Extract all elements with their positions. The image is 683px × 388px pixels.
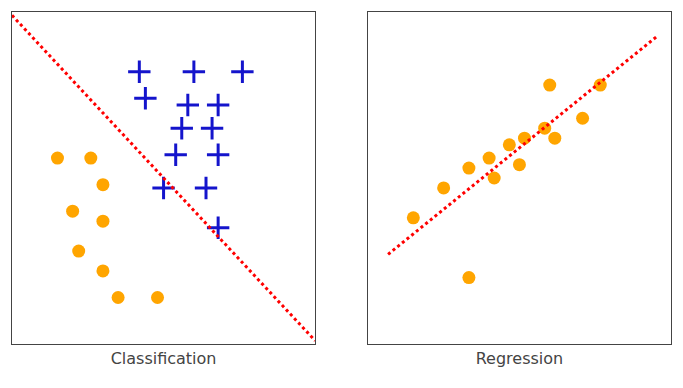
svg-text:Regression: Regression xyxy=(476,349,564,368)
svg-text:Classification: Classification xyxy=(111,349,217,368)
